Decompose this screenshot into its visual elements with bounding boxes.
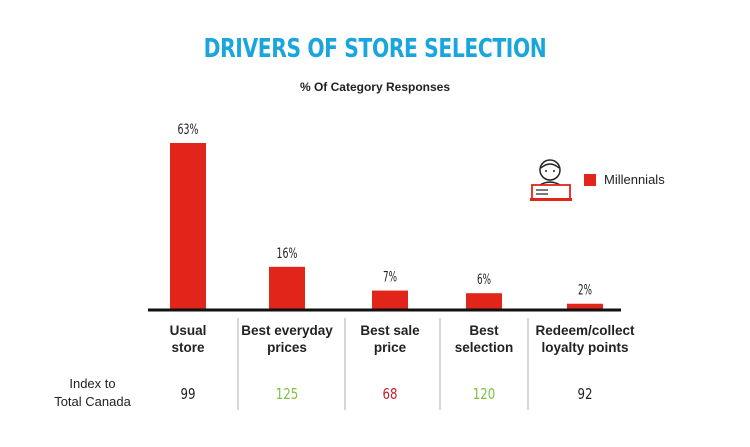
data-label-2: 7% <box>383 270 397 286</box>
chart-subtitle: % Of Category Responses <box>299 80 451 94</box>
chart-title: DRIVERS OF STORE SELECTION <box>203 34 547 64</box>
legend: Millennials <box>528 158 665 204</box>
data-label-1: 16% <box>277 246 298 262</box>
bar-2 <box>372 290 408 309</box>
category-label-1-0: Best everyday <box>241 323 333 338</box>
category-label-2-1: price <box>374 340 407 355</box>
millennial-person-laptop-icon <box>530 159 572 201</box>
index-label-line2: Total Canada <box>54 394 131 409</box>
index-value-2: 68 <box>383 385 398 403</box>
category-label-2-0: Best sale <box>360 323 420 338</box>
category-label-1-1: prices <box>267 340 307 355</box>
index-value-4: 92 <box>578 385 593 403</box>
legend-swatch-millennials <box>584 174 596 186</box>
index-value-1: 125 <box>276 385 299 403</box>
index-label-line1: Index to <box>69 376 116 391</box>
legend-label-millennials: Millennials <box>604 172 665 187</box>
bar-0 <box>170 143 206 309</box>
bar-3 <box>466 293 502 309</box>
category-label-0-0: Usual <box>170 323 207 338</box>
index-value-0: 99 <box>181 385 196 403</box>
bar-1 <box>269 266 305 309</box>
category-label-3-1: selection <box>455 340 514 355</box>
data-label-0: 63% <box>178 122 199 138</box>
category-label-4-1: loyalty points <box>541 340 628 355</box>
category-label-0-1: store <box>171 340 205 355</box>
data-label-3: 6% <box>477 272 491 288</box>
bar-4 <box>567 303 603 309</box>
category-label-4-0: Redeem/collect <box>535 323 635 338</box>
data-label-4: 2% <box>578 283 592 299</box>
category-label-3-0: Best <box>469 323 499 338</box>
index-value-3: 120 <box>473 385 496 403</box>
index-row-label: Index to Total Canada <box>40 375 145 411</box>
